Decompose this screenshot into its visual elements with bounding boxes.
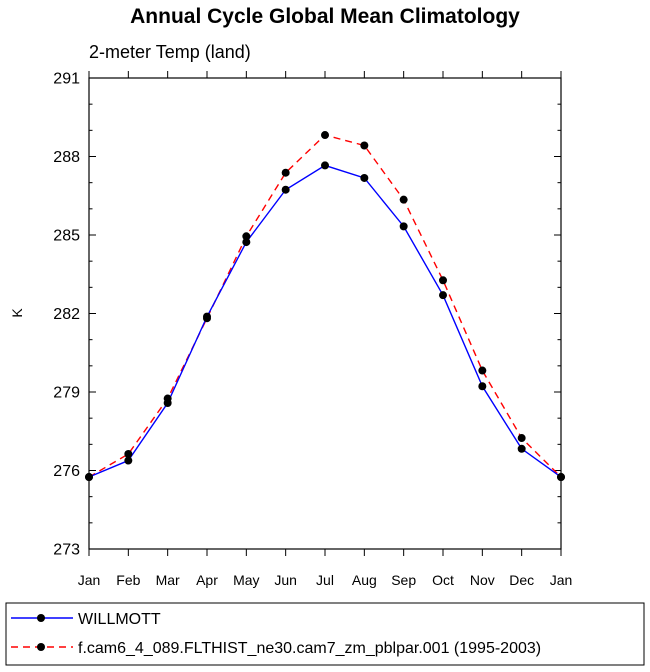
data-point-willmott [85, 473, 93, 482]
data-point-willmott [163, 398, 172, 407]
data-point-willmott [557, 473, 565, 482]
legend-label: f.cam6_4_089.FLTHIST_ne30.cam7_zm_pblpar… [78, 640, 541, 657]
x-tick-label: Sep [391, 572, 416, 588]
y-tick-label: 273 [53, 542, 80, 559]
x-tick-label: Oct [432, 572, 454, 588]
x-tick-label: May [233, 572, 259, 588]
data-point-willmott [242, 238, 251, 247]
legend-marker [37, 643, 45, 651]
y-tick-label: 291 [53, 71, 80, 88]
y-tick-label: 285 [53, 228, 80, 245]
data-point-model [281, 168, 290, 177]
series-line-willmott [88, 164, 562, 478]
data-point-model [124, 450, 133, 459]
x-tick-label: Feb [116, 572, 140, 588]
x-tick-label: Mar [156, 572, 180, 588]
x-tick-label: Jul [316, 572, 334, 588]
legend-marker [37, 614, 45, 622]
x-tick-label: Dec [509, 572, 534, 588]
x-tick-label: Jan [78, 572, 101, 588]
data-point-model [517, 434, 526, 443]
data-point-willmott [360, 173, 369, 182]
data-point-model [242, 232, 251, 241]
x-tick-label: Nov [470, 572, 495, 588]
data-point-willmott [399, 222, 408, 231]
plot-area-frame [88, 77, 562, 550]
data-point-model [321, 131, 329, 140]
data-point-willmott [281, 185, 290, 194]
y-tick-label: 288 [53, 149, 80, 166]
data-point-willmott [478, 382, 487, 391]
legend-label: WILLMOTT [78, 611, 161, 628]
y-axis-label: K [9, 308, 25, 318]
legend-box [5, 602, 645, 666]
data-point-model [399, 195, 408, 204]
data-point-willmott [124, 456, 133, 465]
series-line-model [88, 134, 562, 478]
series-layer [85, 131, 565, 482]
legend: WILLMOTT f.cam6_4_089.FLTHIST_ne30.cam7_z… [11, 611, 541, 657]
y-tick-label: 276 [53, 463, 80, 480]
data-point-model [478, 366, 487, 375]
data-point-willmott [439, 291, 447, 300]
y-tick-label: 279 [53, 385, 80, 402]
data-point-willmott [517, 444, 526, 453]
x-tick-label: Jun [274, 572, 297, 588]
chart-title: Annual Cycle Global Mean Climatology [130, 5, 520, 28]
y-tick-label: 282 [53, 306, 80, 323]
x-tick-label: Jan [550, 572, 573, 588]
axis-ticks: 273 276 279 282 285 288 291 Jan Feb Mar Apr May Jun J… [53, 71, 572, 589]
x-tick-label: Apr [196, 572, 218, 588]
data-point-model [439, 276, 447, 285]
data-point-model [360, 141, 369, 150]
chart-subtitle: 2-meter Temp (land) [89, 42, 251, 62]
data-point-willmott [321, 161, 329, 170]
data-point-willmott [203, 312, 211, 321]
x-tick-label: Aug [352, 572, 377, 588]
